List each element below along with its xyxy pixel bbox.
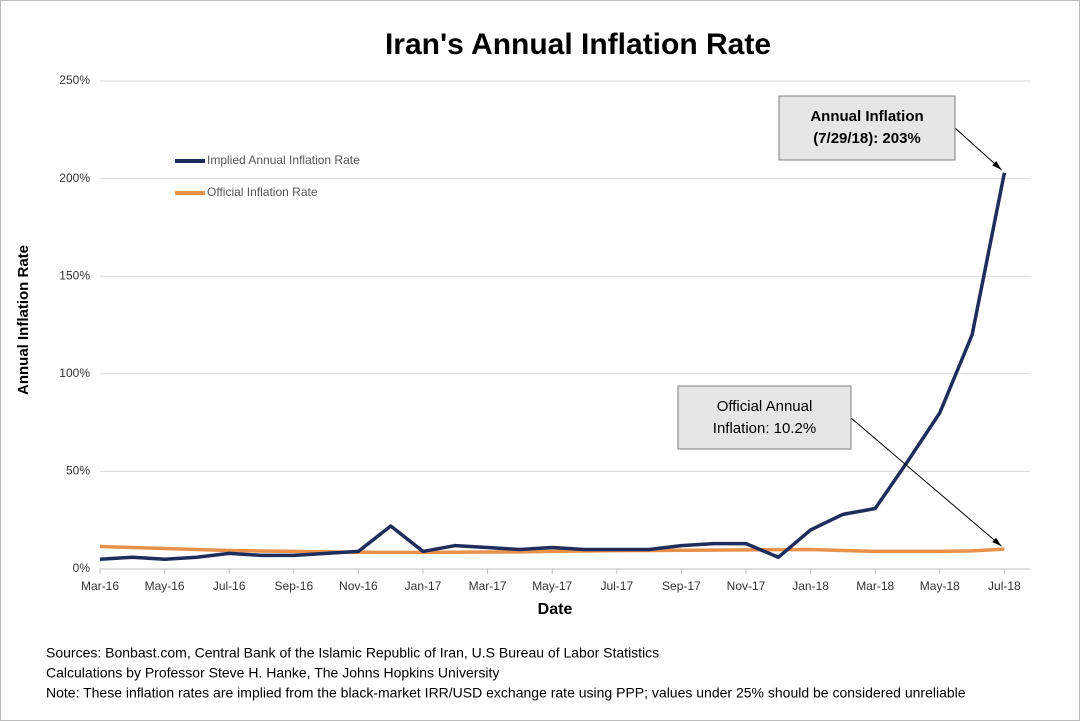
annotation-arrow [850,417,1002,547]
x-tick-label: Nov-17 [727,579,766,593]
y-tick-label: 50% [66,464,90,478]
x-tick-label: Jan-17 [405,579,442,593]
legend-label: Official Inflation Rate [207,185,318,199]
legend-label: Implied Annual Inflation Rate [207,153,360,167]
note: Calculations by Professor Steve H. Hanke… [46,665,499,681]
x-axis-label: Date [538,601,573,618]
annotation-text: Inflation: 10.2% [713,420,816,437]
y-tick-label: 100% [59,366,90,380]
annotation-box [778,95,956,161]
annotation-text: Annual Inflation [810,108,923,125]
x-tick-label: Jul-17 [600,579,633,593]
x-tick-label: Jul-18 [988,579,1021,593]
y-tick-label: 0% [73,561,91,575]
x-tick-label: Sep-16 [274,579,313,593]
annotation-text: (7/29/18): 203% [813,130,921,147]
y-tick-label: 250% [59,73,90,87]
arrow-head [992,161,1002,170]
arrow-head [992,537,1002,547]
chart-title: Iran's Annual Inflation Rate [385,28,771,61]
note: Note: These inflation rates are implied … [46,685,966,701]
y-axis-label: Annual Inflation Rate [15,245,32,395]
x-tick-label: Mar-18 [856,579,894,593]
line-series [99,172,1007,561]
note: Sources: Bonbast.com, Central Bank of th… [46,645,659,661]
line-series [99,544,1005,555]
x-tick-label: May-18 [920,579,960,593]
y-tick-label: 200% [59,171,90,185]
x-tick-label: Nov-16 [339,579,378,593]
annotation-text: Official Annual [717,398,813,415]
x-tick-label: May-17 [532,579,572,593]
y-tick-label: 150% [59,268,90,282]
x-tick-label: Mar-17 [469,579,507,593]
x-tick-label: Jul-16 [213,579,246,593]
annotation-box [677,385,852,450]
x-tick-label: Jan-18 [792,579,829,593]
x-tick-label: Mar-16 [81,579,119,593]
x-tick-label: Sep-17 [662,579,701,593]
annotation-arrow [954,127,1002,171]
x-tick-label: May-16 [145,579,185,593]
